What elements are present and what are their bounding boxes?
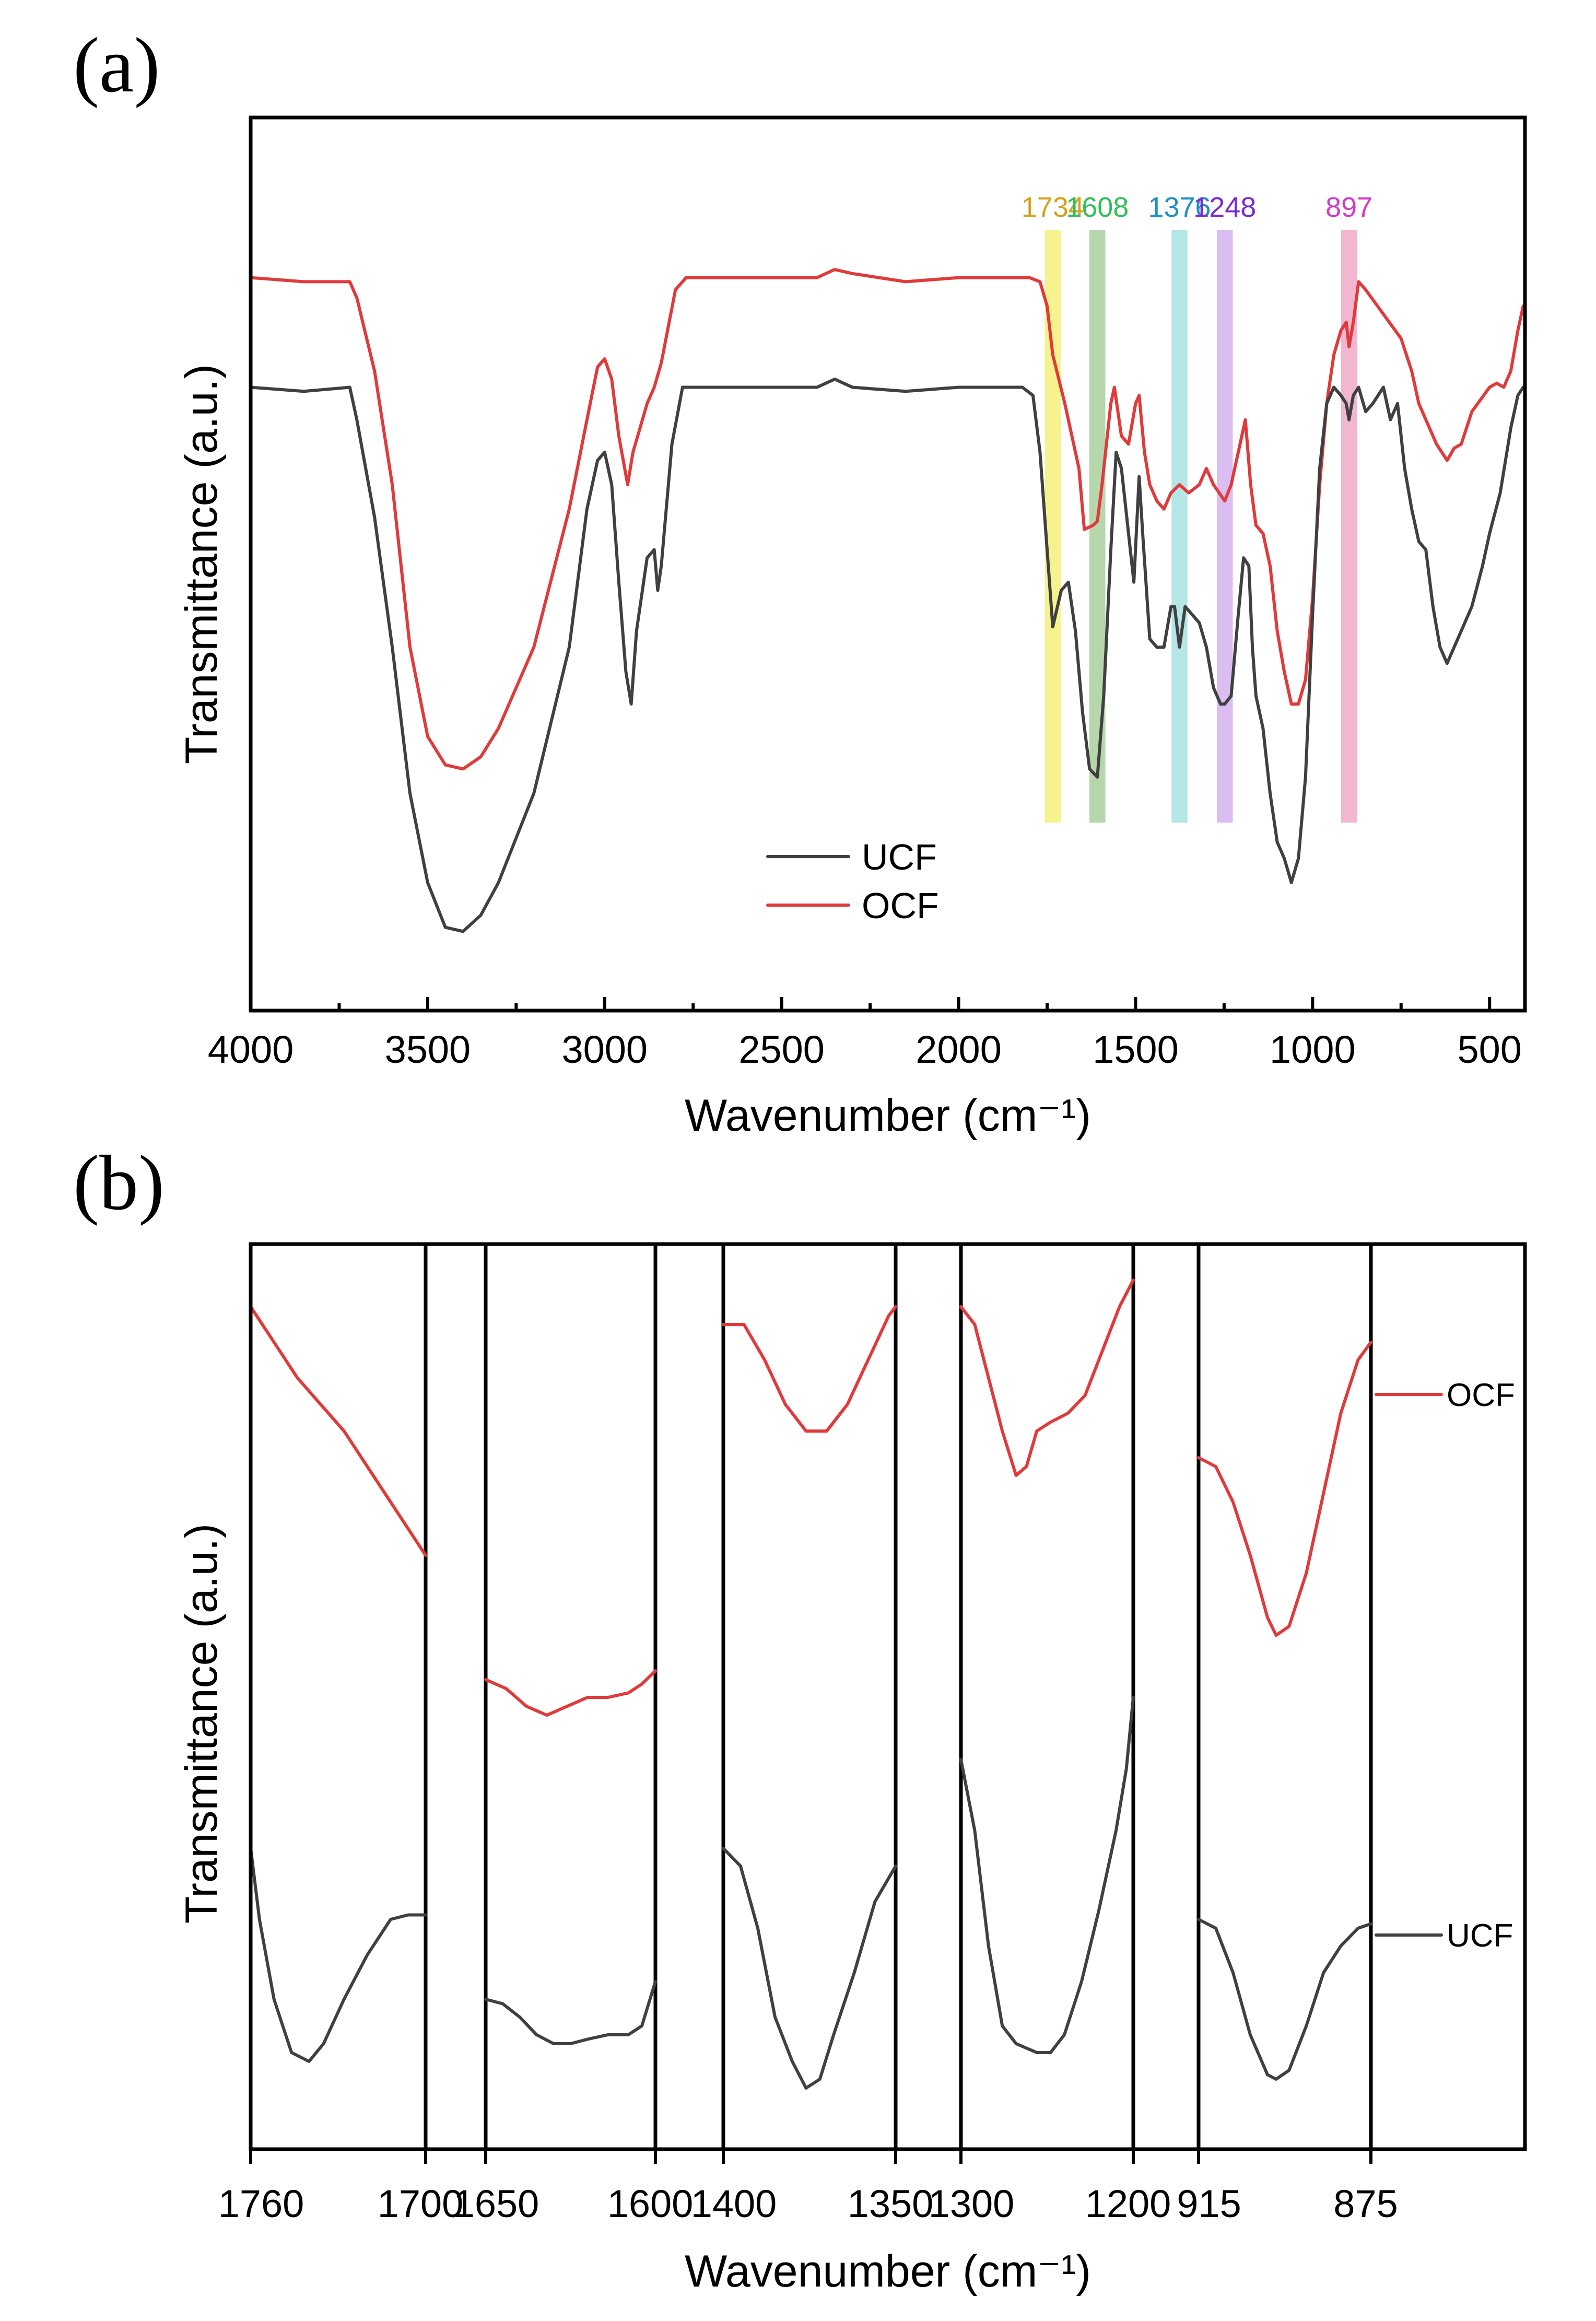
panel-a-highlight-bands <box>1045 230 1357 823</box>
x-tick-label-500: 500 <box>1457 1028 1521 1071</box>
panel-b-label: (b) <box>73 1140 165 1226</box>
segment-series-ucf-line <box>249 1847 427 2063</box>
panel-b-frame <box>249 1242 1527 2151</box>
panel-b-legend: OCF UCF <box>1375 1377 1515 1954</box>
series-ucf-line <box>249 378 1525 933</box>
segment-series-ocf-line <box>1197 1341 1372 1637</box>
segment-1300-1200: 1300 1200 <box>929 1244 1171 2225</box>
panel-a-legend: UCF OCF <box>766 837 939 926</box>
segment-series-ucf-line <box>722 1847 897 2090</box>
x-tick-label-1500: 1500 <box>1093 1028 1179 1071</box>
band-label-897: 897 <box>1325 192 1372 223</box>
segment-915-875: 915 875 <box>1177 1244 1398 2225</box>
panel-a-label: (a) <box>73 22 160 109</box>
panel-a-x-axis-title: Wavenumber (cm⁻¹) <box>685 1091 1091 1141</box>
panel-a-frame <box>249 115 1527 1013</box>
band-label-1248: 1248 <box>1193 192 1256 223</box>
panel-a-curves <box>249 268 1525 933</box>
x-tick-label-2000: 2000 <box>916 1028 1002 1071</box>
segment-tick-label-1760: 1760 <box>218 2182 304 2225</box>
panel-a-y-axis-title: Transmittance (a.u.) <box>177 364 227 764</box>
segment-tick-label-875: 875 <box>1333 2182 1398 2225</box>
legend-b-ocf-label: OCF <box>1447 1377 1515 1413</box>
band-label-1608: 1608 <box>1066 192 1129 223</box>
band-label-1734: 1734 <box>1022 192 1084 223</box>
segment-series-ocf-line <box>484 1669 657 1717</box>
band-1248 <box>1216 230 1233 823</box>
x-tick-label-1000: 1000 <box>1270 1028 1356 1071</box>
segment-tick-label-1700: 1700 <box>378 2182 464 2225</box>
segment-tick-label-1350: 1350 <box>848 2182 934 2225</box>
segment-1400-1350: 1400 1350 <box>691 1244 934 2225</box>
segment-tick-label-1300: 1300 <box>929 2182 1015 2225</box>
segment-tick-label-1600: 1600 <box>607 2182 694 2225</box>
panel-b-x-axis-title: Wavenumber (cm⁻¹) <box>685 2246 1091 2296</box>
segment-series-ocf-line <box>959 1279 1135 1477</box>
segment-series-ucf-line <box>1197 1918 1372 2081</box>
band-1734 <box>1045 230 1061 823</box>
segment-tick-label-1400: 1400 <box>691 2182 777 2225</box>
x-tick-label-4000: 4000 <box>208 1028 294 1071</box>
x-tick-label-2500: 2500 <box>738 1028 825 1071</box>
band-label-1376: 1376 <box>1148 192 1211 223</box>
segment-tick-label-1650: 1650 <box>453 2182 539 2225</box>
segment-series-ocf-line <box>722 1305 897 1433</box>
segment-tick-label-915: 915 <box>1177 2182 1241 2225</box>
legend-b-ucf-label: UCF <box>1447 1918 1513 1954</box>
legend-ocf-label: OCF <box>862 885 939 926</box>
segment-series-ucf-line <box>484 1980 657 2045</box>
legend-ucf-label: UCF <box>862 837 937 877</box>
panel-a-x-ticks: 4000 3500 3000 2500 2000 1500 1000 500 <box>208 997 1522 1071</box>
segment-series-ocf-line <box>249 1305 427 1557</box>
panel-b-y-axis-title: Transmittance (a.u.) <box>177 1523 227 1924</box>
segment-tick-label-1200: 1200 <box>1085 2182 1171 2225</box>
band-1376 <box>1171 230 1188 823</box>
series-ocf-line <box>249 268 1525 771</box>
segment-series-ucf-line <box>959 1696 1135 2054</box>
x-tick-label-3500: 3500 <box>385 1028 471 1071</box>
segment-1650-1600: 1650 1600 <box>453 1244 694 2225</box>
x-tick-label-3000: 3000 <box>561 1028 648 1071</box>
